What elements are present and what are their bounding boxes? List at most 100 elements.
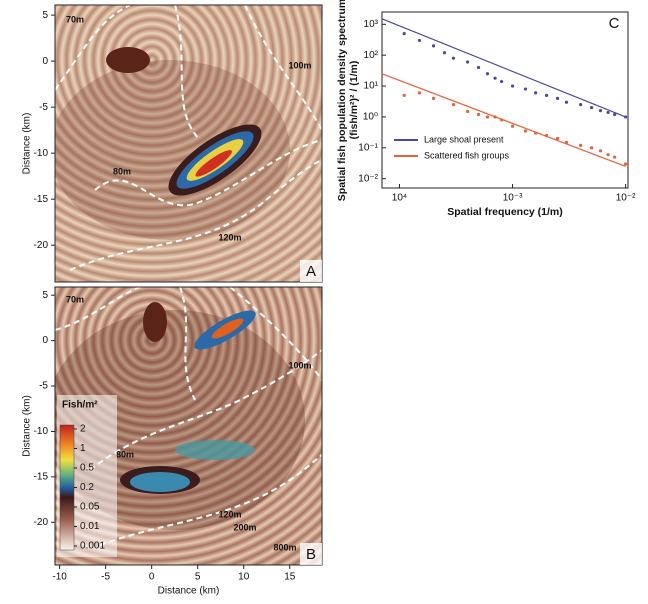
colorbar-tick-label: 2 <box>80 424 86 435</box>
data-point <box>402 31 406 36</box>
frame-a <box>54 4 323 283</box>
data-point <box>589 106 594 110</box>
colorbar-title: Fish/m² <box>62 400 98 411</box>
y-tick-label: 0 <box>42 56 48 67</box>
data-point <box>523 129 528 133</box>
legend-label: Scattered fish groups <box>424 150 510 160</box>
data-point <box>598 149 603 153</box>
data-point <box>564 100 569 104</box>
frame-b <box>54 286 323 566</box>
x-tick-label: 5 <box>195 572 201 583</box>
data-point <box>579 103 583 107</box>
depth-annotation: 100m <box>288 60 311 70</box>
data-point <box>476 65 481 70</box>
data-point <box>442 51 447 55</box>
data-point <box>451 103 456 107</box>
data-point <box>544 133 549 138</box>
data-point <box>476 112 481 117</box>
x-tick-label: 10⁻² <box>616 193 636 204</box>
depth-annotation: 120m <box>218 232 241 242</box>
data-point <box>589 146 594 150</box>
y-axis-label: Distance (km) <box>22 113 33 175</box>
x-tick-label: 10⁻³ <box>503 193 523 204</box>
data-point <box>510 84 515 88</box>
data-point <box>485 72 490 76</box>
data-point <box>544 93 549 97</box>
colorbar-tick-label: 0.5 <box>80 463 94 474</box>
panel-label: A <box>306 263 316 280</box>
data-point <box>579 143 583 147</box>
x-axis-label: Spatial frequency (1/m) <box>447 206 563 218</box>
x-tick-label: 10⁴ <box>392 193 407 204</box>
data-point <box>417 91 422 95</box>
data-point <box>624 162 628 166</box>
data-point <box>555 96 560 100</box>
fit-line <box>381 18 626 118</box>
colorbar-tick-label: 0.05 <box>80 502 100 513</box>
y-tick-label: 10⁻¹ <box>358 142 378 153</box>
data-point <box>493 115 497 119</box>
data-point <box>500 79 504 84</box>
x-tick-label: -5 <box>101 572 110 583</box>
data-point <box>534 91 538 95</box>
data-point <box>451 56 456 60</box>
depth-annotation: 70m <box>66 294 84 304</box>
data-point <box>534 131 538 135</box>
y-tick-label: -15 <box>34 472 49 483</box>
y-axis-label: Spatial fish population density spectrum <box>336 0 348 201</box>
y-tick-label: -20 <box>34 517 49 528</box>
data-point <box>598 109 603 113</box>
data-point <box>606 110 610 115</box>
sonar-image-b <box>55 287 322 565</box>
y-axis-label: Distance (km) <box>22 395 33 457</box>
y-tick-label: -20 <box>34 240 49 251</box>
depth-annotation: 100m <box>288 360 311 370</box>
data-point <box>402 93 406 97</box>
legend-label: Large shoal present <box>424 134 504 144</box>
data-point <box>613 155 617 159</box>
y-tick-label: 10⁰ <box>363 112 378 123</box>
y-tick-label: 5 <box>42 290 48 301</box>
y-tick-label: -5 <box>39 102 48 113</box>
y-tick-label: 10¹ <box>364 81 379 92</box>
data-point <box>606 153 610 157</box>
x-tick-label: 15 <box>284 572 296 583</box>
x-axis-label: Distance (km) <box>158 586 220 597</box>
panel-label: B <box>306 546 316 563</box>
y-tick-label: 5 <box>42 10 48 21</box>
colorbar <box>59 424 75 551</box>
y-tick-label: 10⁻² <box>358 173 378 184</box>
data-point <box>431 44 436 48</box>
y-tick-label: 10³ <box>364 19 379 30</box>
y-tick-label: -10 <box>34 426 49 437</box>
depth-annotation: 800m <box>273 542 296 552</box>
data-point <box>485 115 490 119</box>
y-tick-label: 10² <box>364 50 379 61</box>
x-tick-label: 10 <box>238 572 250 583</box>
colorbar-tick-label: 0.001 <box>80 541 105 552</box>
data-point <box>624 115 628 119</box>
colorbar-tick-label: 1 <box>80 443 86 454</box>
panel-label-box <box>300 260 322 282</box>
data-point <box>493 76 497 80</box>
colorbar-tick-label: 0.01 <box>80 521 100 532</box>
frame-c <box>381 11 629 189</box>
data-point <box>465 60 470 64</box>
x-tick-label: 0 <box>149 572 155 583</box>
panel-label-box <box>300 543 322 565</box>
depth-annotation: 80m <box>113 166 131 176</box>
colorbar-tick-label: 0.2 <box>80 482 94 493</box>
y-axis-label: (fish/m²)² / (1/m) <box>348 61 360 140</box>
data-point <box>510 124 515 128</box>
data-point <box>465 109 470 114</box>
data-point <box>500 118 504 122</box>
y-tick-label: -10 <box>34 148 49 159</box>
data-point <box>431 96 436 100</box>
data-point <box>523 87 528 91</box>
data-point <box>555 136 560 141</box>
data-point <box>564 140 569 144</box>
y-tick-label: 0 <box>42 335 48 346</box>
depth-annotation: 200m <box>233 522 256 532</box>
depth-annotation: 120m <box>218 509 241 519</box>
